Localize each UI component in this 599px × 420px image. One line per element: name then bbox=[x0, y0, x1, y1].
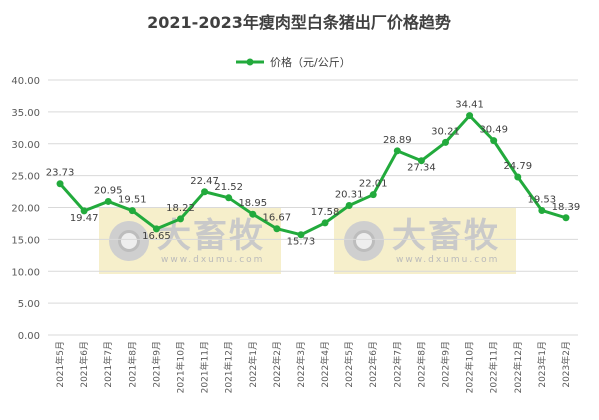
x-tick-label: 2021年12月 bbox=[223, 341, 235, 393]
data-point bbox=[321, 219, 329, 227]
data-point bbox=[490, 137, 498, 145]
x-tick-label: 2022年10月 bbox=[464, 341, 476, 393]
data-label: 18.22 bbox=[166, 203, 195, 214]
watermark-url: www.dxumu.com bbox=[161, 255, 265, 265]
data-point bbox=[201, 188, 209, 196]
data-label: 17.58 bbox=[311, 207, 340, 218]
data-label: 19.51 bbox=[118, 195, 147, 206]
legend-label: 价格（元/公斤） bbox=[270, 55, 351, 69]
y-tick-label: 10.00 bbox=[11, 267, 40, 278]
data-point bbox=[369, 191, 377, 199]
x-tick-label: 2021年5月 bbox=[54, 341, 66, 388]
series-line bbox=[58, 114, 567, 237]
data-point bbox=[225, 194, 233, 202]
data-label: 19.53 bbox=[528, 194, 557, 205]
x-tick-label: 2022年2月 bbox=[271, 341, 283, 388]
data-label: 16.67 bbox=[263, 213, 292, 224]
data-label: 18.39 bbox=[552, 202, 581, 213]
data-point bbox=[345, 202, 353, 210]
x-tick-label: 2022年12月 bbox=[512, 341, 524, 393]
data-point bbox=[297, 231, 305, 239]
x-tick-label: 2022年6月 bbox=[367, 341, 379, 388]
data-point bbox=[538, 206, 546, 214]
data-label: 20.31 bbox=[335, 190, 364, 201]
data-point bbox=[249, 210, 257, 218]
data-label: 19.47 bbox=[70, 213, 99, 224]
watermark-logo-icon bbox=[109, 221, 149, 261]
data-label: 34.41 bbox=[455, 100, 484, 111]
y-axis-ticks: 0.00 5.00 10.00 15.00 20.00 25.00 30.00 35.00 40… bbox=[11, 76, 40, 342]
watermark-logo-icon bbox=[344, 221, 384, 261]
gridlines bbox=[48, 79, 578, 336]
x-tick-label: 2023年2月 bbox=[560, 341, 572, 388]
x-tick-label: 2021年9月 bbox=[150, 341, 162, 388]
data-label: 22.47 bbox=[190, 176, 219, 187]
data-point bbox=[56, 180, 64, 188]
x-axis-ticks: 2021年5月 2021年6月 2021年7月 2021年8月 2021年9月 2021年… bbox=[54, 341, 572, 393]
legend: 价格（元/公斤） bbox=[236, 55, 351, 69]
data-point bbox=[466, 112, 474, 120]
x-tick-label: 2021年7月 bbox=[102, 341, 114, 388]
y-tick-label: 5.00 bbox=[18, 299, 40, 310]
data-point bbox=[442, 138, 449, 146]
watermark-brand: 大畜牧 bbox=[157, 216, 265, 256]
watermark-left: 大畜牧 www.dxumu.com bbox=[99, 208, 281, 274]
x-tick-label: 2022年7月 bbox=[391, 341, 403, 388]
data-label: 30.21 bbox=[431, 126, 460, 137]
y-tick-label: 15.00 bbox=[11, 235, 40, 246]
data-point bbox=[417, 157, 425, 165]
x-tick-label: 2022年11月 bbox=[488, 341, 500, 393]
x-tick-label: 2021年11月 bbox=[199, 341, 211, 393]
data-label: 30.49 bbox=[479, 125, 508, 136]
data-label: 22.01 bbox=[359, 179, 388, 190]
watermark-url: www.dxumu.com bbox=[396, 255, 500, 265]
y-tick-label: 20.00 bbox=[11, 204, 40, 215]
chart-title: 2021-2023年瘦肉型白条猪出厂价格趋势 bbox=[147, 13, 451, 32]
y-tick-label: 25.00 bbox=[11, 172, 40, 183]
data-point bbox=[273, 225, 281, 233]
legend-marker bbox=[246, 58, 254, 66]
x-tick-label: 2021年8月 bbox=[126, 341, 138, 388]
data-point bbox=[393, 147, 401, 155]
y-tick-label: 35.00 bbox=[11, 108, 40, 119]
data-point bbox=[80, 207, 88, 215]
data-point bbox=[152, 225, 160, 233]
data-point bbox=[562, 214, 570, 222]
x-tick-label: 2021年6月 bbox=[78, 341, 90, 388]
series-group bbox=[56, 112, 570, 239]
x-tick-label: 2021年10月 bbox=[175, 341, 187, 393]
x-tick-label: 2022年1月 bbox=[247, 341, 259, 388]
x-tick-label: 2023年1月 bbox=[536, 341, 548, 388]
data-label: 27.34 bbox=[407, 163, 436, 174]
data-point bbox=[514, 173, 522, 181]
watermark-right: 大畜牧 www.dxumu.com bbox=[334, 208, 516, 274]
data-label: 21.52 bbox=[214, 182, 243, 193]
x-tick-label: 2022年4月 bbox=[319, 341, 331, 388]
data-point bbox=[104, 197, 112, 205]
y-tick-label: 40.00 bbox=[11, 76, 40, 87]
data-label: 16.65 bbox=[142, 231, 171, 242]
x-tick-label: 2022年3月 bbox=[295, 341, 307, 388]
y-tick-label: 30.00 bbox=[11, 140, 40, 151]
data-point bbox=[128, 207, 136, 215]
data-label: 20.95 bbox=[94, 185, 123, 196]
data-label: 24.79 bbox=[503, 161, 532, 172]
y-tick-label: 0.00 bbox=[18, 331, 40, 342]
watermark-brand: 大畜牧 bbox=[392, 216, 500, 256]
x-tick-label: 2022年8月 bbox=[415, 341, 427, 388]
x-tick-label: 2022年9月 bbox=[440, 341, 452, 388]
data-point bbox=[177, 215, 184, 223]
data-label: 18.95 bbox=[238, 198, 267, 209]
data-label: 28.89 bbox=[383, 135, 412, 146]
data-label: 15.73 bbox=[287, 237, 316, 248]
x-tick-label: 2022年5月 bbox=[343, 341, 355, 388]
data-label: 23.73 bbox=[46, 168, 75, 179]
